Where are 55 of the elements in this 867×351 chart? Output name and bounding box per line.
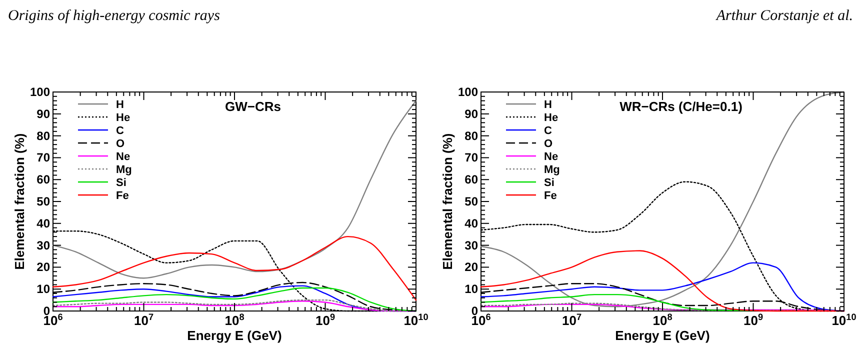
y-tick-label: 70 [464, 150, 478, 165]
text: Arthur Corstanje et al. [715, 8, 853, 24]
y-tick-label: 10 [36, 282, 50, 296]
y-tick-label: 40 [464, 216, 478, 230]
y-tick-label: 80 [36, 128, 50, 143]
y-tick-label: 10 [464, 282, 478, 296]
x-tick-label: 10$^{10}$ [404, 312, 428, 328]
x-tick-label: 10$^{8}$ [652, 312, 672, 328]
legend-label: Fe [544, 190, 557, 202]
legend-label: O [544, 138, 553, 150]
legend-label: He [116, 112, 130, 124]
legend-label: Ne [544, 151, 558, 163]
y-tick-label: 20 [36, 260, 50, 274]
y-tick-label: 90 [464, 106, 478, 121]
y-tick-label: 60 [464, 172, 478, 187]
x-axis-title: Energy E (GeV) [187, 328, 282, 343]
legend-label: Si [116, 177, 126, 189]
line-series [52, 236, 417, 301]
x-tick-label: 10$^{9}$ [743, 312, 764, 328]
legend-label: Si [544, 177, 554, 189]
text: WR−CRs (C/He=0.1) [620, 99, 742, 114]
y-tick-label: 30 [36, 238, 50, 252]
y-axis-title: Elemental fraction (%) [440, 133, 455, 270]
line-series [52, 100, 417, 279]
y-tick-label: 40 [36, 216, 50, 230]
legend-label: Ne [116, 151, 130, 163]
y-tick-label: 70 [36, 150, 50, 165]
y-tick-label: 80 [464, 128, 478, 143]
y-tick-label: 60 [36, 172, 50, 187]
legend-label: H [544, 99, 552, 111]
y-tick-label: 100 [458, 85, 478, 99]
legend-label: C [544, 125, 552, 137]
legend-label: H [116, 99, 124, 111]
x-tick-label: 10$^{7}$ [562, 312, 582, 328]
x-tick-label: 10$^{8}$ [224, 312, 244, 328]
y-tick-label: 90 [36, 106, 50, 121]
y-tick-label: 50 [36, 194, 50, 208]
text: Origins of high-energy cosmic rays [8, 8, 220, 24]
legend-label: Mg [116, 164, 132, 176]
text: GW−CRs [225, 99, 281, 114]
y-tick-label: 50 [464, 194, 478, 208]
legend-label: O [116, 138, 125, 150]
x-tick-label: 10$^{7}$ [134, 312, 154, 328]
legend-label: Mg [544, 164, 560, 176]
y-tick-label: 20 [464, 260, 478, 274]
y-axis-title: Elemental fraction (%) [12, 133, 27, 270]
legend-label: C [116, 125, 124, 137]
x-tick-label: 10$^{10}$ [832, 312, 856, 328]
x-axis-title: Energy E (GeV) [615, 328, 710, 343]
legend-label: He [544, 112, 558, 124]
legend-label: Fe [116, 190, 129, 202]
line-series [480, 91, 845, 308]
y-tick-label: 30 [464, 238, 478, 252]
x-tick-label: 10$^{9}$ [315, 312, 336, 328]
y-tick-label: 100 [30, 85, 50, 99]
